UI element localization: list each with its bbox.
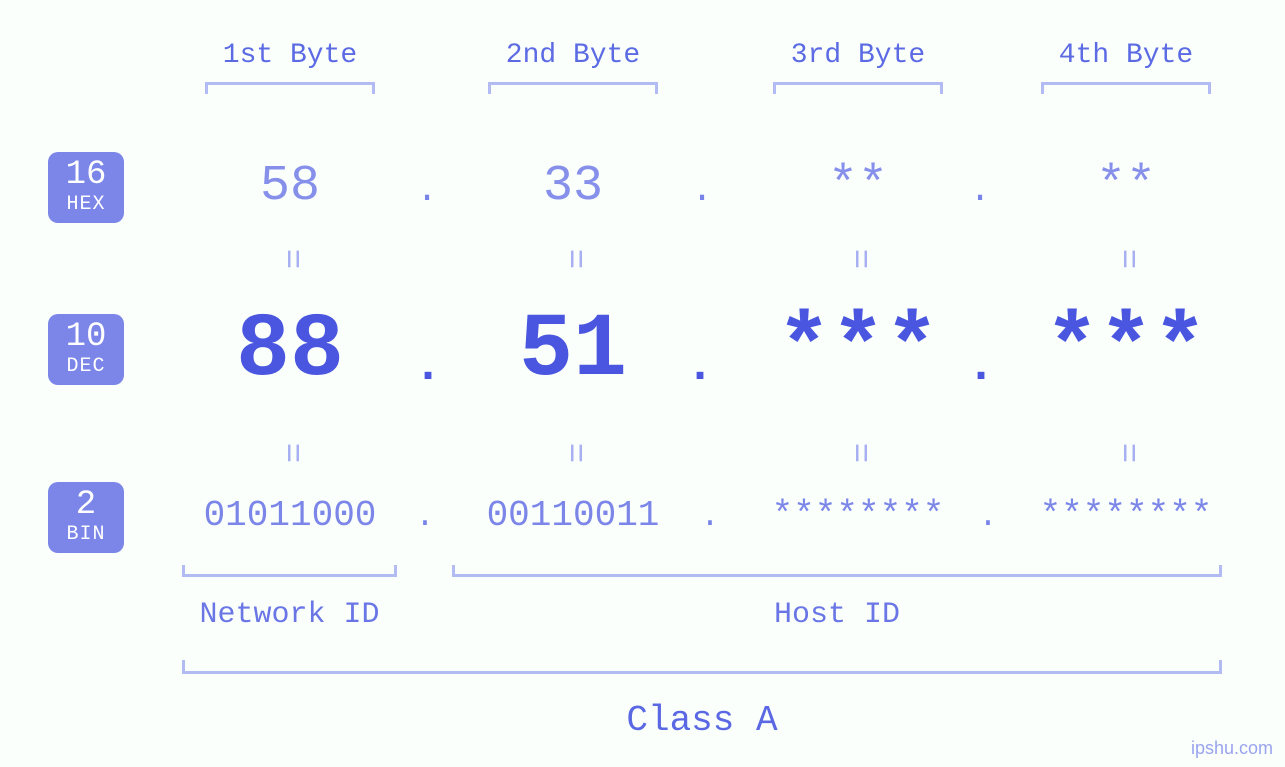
bin-byte1: 01011000 [178,495,402,536]
dec-byte2: 51 [473,300,673,402]
label-class: Class A [182,700,1222,741]
bracket-byte1 [205,82,375,94]
bracket-network-id [182,565,397,577]
bin-dot2: . [697,498,723,535]
badge-bin: 2 BIN [48,482,124,553]
bracket-byte2 [488,82,658,94]
eq-hex-dec-3: = [839,244,877,274]
badge-hex-num: 16 [48,158,124,194]
hex-dot3: . [965,170,995,211]
dec-byte1: 88 [190,300,390,402]
hex-dot2: . [687,170,717,211]
eq-dec-bin-3: = [839,438,877,468]
badge-hex-label: HEX [48,194,124,215]
badge-dec-num: 10 [48,320,124,356]
byte-header-3: 3rd Byte [758,40,958,71]
eq-dec-bin-1: = [271,438,309,468]
dec-byte4: *** [1031,300,1221,402]
dec-dot3: . [961,340,1001,394]
hex-byte1: 58 [190,158,390,215]
bracket-byte4 [1041,82,1211,94]
hex-byte4: ** [1031,158,1221,215]
badge-bin-num: 2 [48,488,124,524]
byte-header-4: 4th Byte [1031,40,1221,71]
badge-hex: 16 HEX [48,152,124,223]
bin-byte4: ******** [1014,495,1238,536]
hex-byte3: ** [758,158,958,215]
eq-dec-bin-4: = [1107,438,1145,468]
dec-byte3: *** [758,300,958,402]
eq-dec-bin-2: = [554,438,592,468]
label-network-id: Network ID [182,598,397,632]
badge-dec: 10 DEC [48,314,124,385]
dec-dot1: . [408,340,448,394]
byte-header-1: 1st Byte [190,40,390,71]
hex-dot1: . [412,170,442,211]
hex-byte2: 33 [473,158,673,215]
label-host-id: Host ID [452,598,1222,632]
eq-hex-dec-1: = [271,244,309,274]
dec-dot2: . [680,340,720,394]
ip-diagram: 16 HEX 10 DEC 2 BIN 1st Byte 2nd Byte 3r… [0,0,1285,767]
bin-dot1: . [412,498,438,535]
badge-dec-label: DEC [48,356,124,377]
bin-dot3: . [975,498,1001,535]
watermark: ipshu.com [1191,738,1273,759]
eq-hex-dec-2: = [554,244,592,274]
bracket-class [182,660,1222,674]
bin-byte2: 00110011 [461,495,685,536]
byte-header-2: 2nd Byte [473,40,673,71]
bin-byte3: ******** [746,495,970,536]
eq-hex-dec-4: = [1107,244,1145,274]
bracket-host-id [452,565,1222,577]
bracket-byte3 [773,82,943,94]
badge-bin-label: BIN [48,524,124,545]
